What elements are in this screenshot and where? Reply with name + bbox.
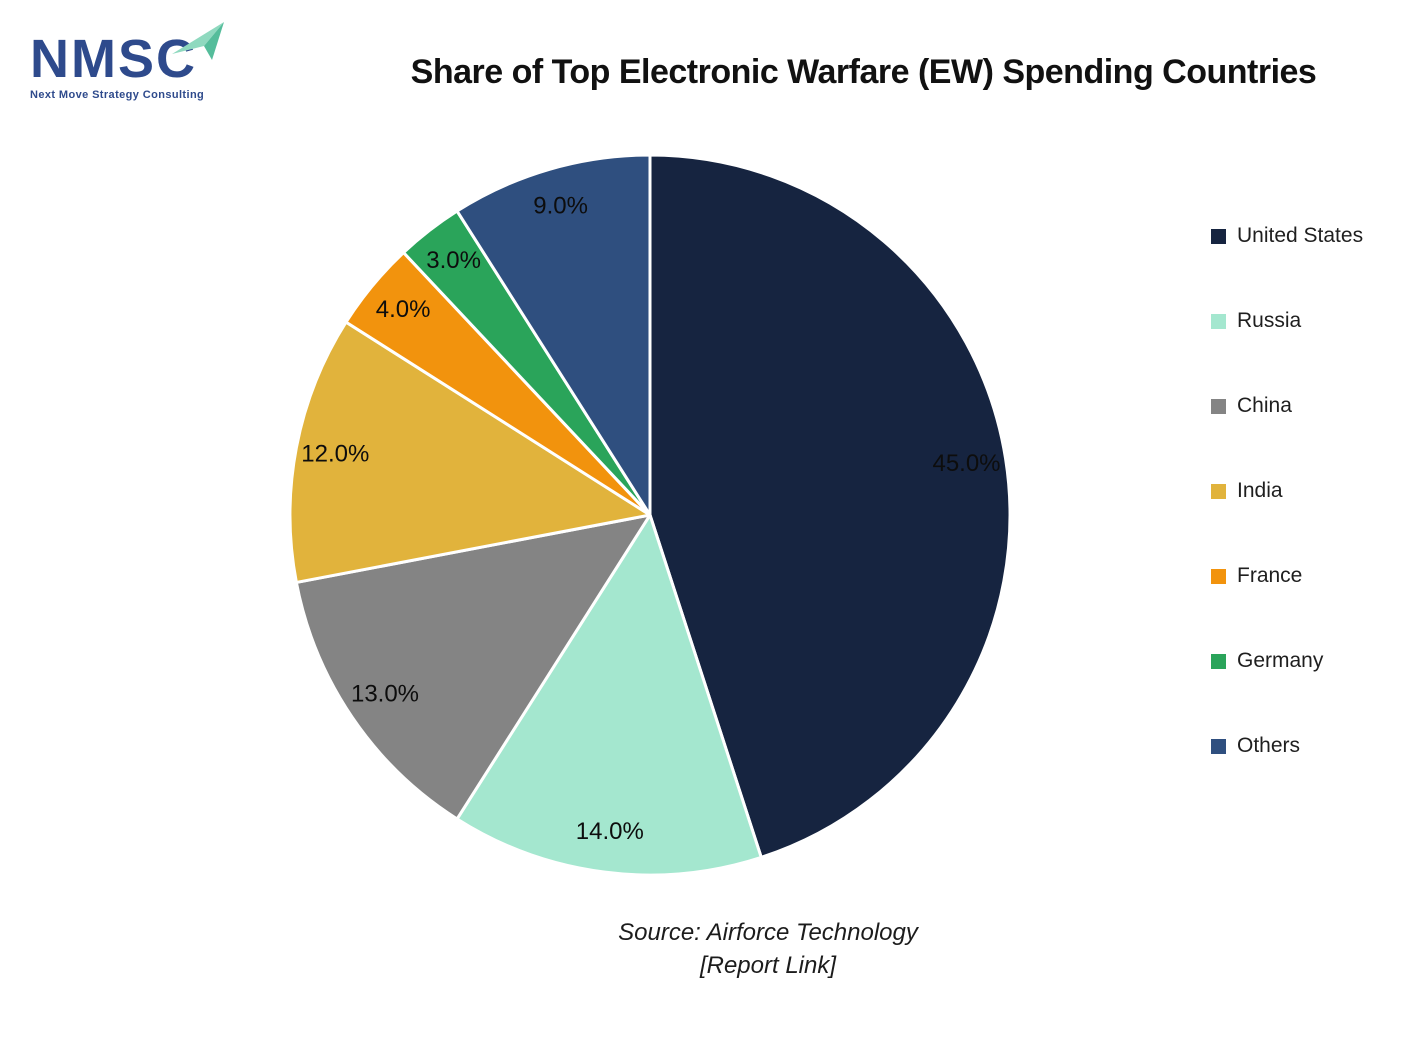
pie-slice-label-france: 4.0% <box>376 296 431 323</box>
legend-item-united-states: United States <box>1211 221 1363 251</box>
paper-plane-icon <box>172 22 224 60</box>
pie-slice-others <box>455 153 652 517</box>
legend-swatch-germany <box>1211 653 1226 669</box>
pie-slice-united-states <box>648 153 1012 859</box>
legend-label-india: India <box>1237 479 1283 502</box>
legend-item-india: India <box>1211 476 1363 506</box>
legend-swatch-france <box>1211 568 1226 584</box>
pie-slice-label-india: 12.0% <box>301 440 369 467</box>
legend-item-others: Others <box>1211 731 1363 761</box>
nmsc-logo-tagline: Next Move Strategy Consulting <box>30 89 205 101</box>
legend-label-others: Others <box>1237 734 1301 757</box>
legend-item-russia: Russia <box>1211 306 1363 336</box>
legend-swatch-china <box>1211 398 1226 414</box>
legend-swatch-others <box>1211 738 1226 754</box>
nmsc-logo-text: NMSC <box>30 29 197 89</box>
pie-slice-india <box>288 320 652 584</box>
legend-item-china: China <box>1211 391 1363 421</box>
legend-swatch-russia <box>1211 313 1226 329</box>
legend-label-china: China <box>1237 394 1292 417</box>
source-block: Source: Airforce Technology [Report Link… <box>413 916 1123 982</box>
pie-slice-russia <box>455 513 763 877</box>
nmsc-logo: NMSC Next Move Strategy Consulting <box>30 22 260 101</box>
legend-label-united-states: United States <box>1237 224 1364 247</box>
chart-legend: United States Russia China India France Germa… <box>1211 221 1363 761</box>
pie-slice-label-germany: 3.0% <box>426 247 481 274</box>
legend-item-france: France <box>1211 561 1363 591</box>
legend-item-germany: Germany <box>1211 646 1363 676</box>
nmsc-logo-row: NMSC <box>30 22 224 89</box>
pie-slice-label-china: 13.0% <box>351 680 419 707</box>
page-title: Share of Top Electronic Warfare (EW) Spe… <box>410 53 1317 91</box>
legend-label-russia: Russia <box>1237 309 1302 332</box>
pie-slice-label-united-states: 45.0% <box>932 450 1000 477</box>
pie-slice-label-others: 9.0% <box>533 193 588 220</box>
source-text: Source: Airforce Technology <box>618 919 918 946</box>
legend-swatch-united-states <box>1211 228 1226 244</box>
legend-label-germany: Germany <box>1237 649 1324 672</box>
pie-slice-china <box>294 513 652 821</box>
report-link[interactable]: [Report Link] <box>699 952 837 979</box>
legend-label-france: France <box>1237 564 1303 587</box>
legend-swatch-india <box>1211 483 1226 499</box>
pie-slice-label-russia: 14.0% <box>576 818 644 845</box>
